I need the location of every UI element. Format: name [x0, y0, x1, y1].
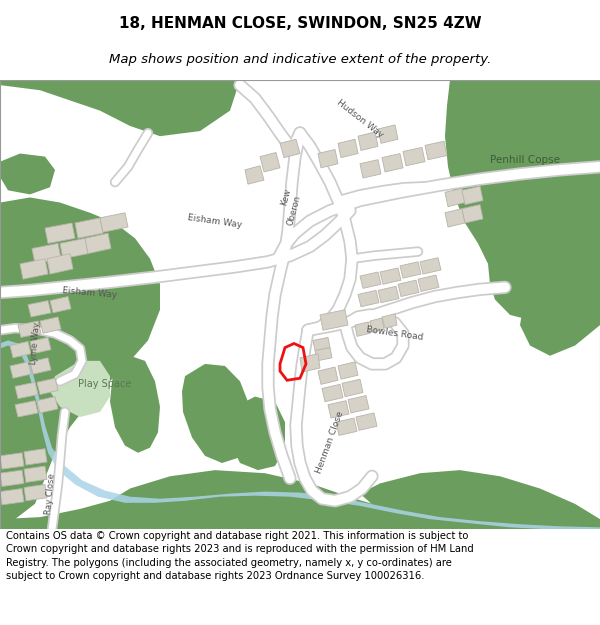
Text: Play Space: Play Space	[79, 379, 131, 389]
Polygon shape	[15, 382, 38, 399]
Polygon shape	[462, 186, 483, 204]
Polygon shape	[20, 259, 48, 279]
Polygon shape	[30, 338, 51, 354]
Polygon shape	[378, 125, 398, 143]
Text: 18, HENMAN CLOSE, SWINDON, SN25 4ZW: 18, HENMAN CLOSE, SWINDON, SN25 4ZW	[119, 16, 481, 31]
Polygon shape	[358, 132, 378, 151]
Polygon shape	[382, 314, 397, 328]
Polygon shape	[37, 397, 58, 413]
Text: Map shows position and indicative extent of the property.: Map shows position and indicative extent…	[109, 54, 491, 66]
Polygon shape	[342, 379, 363, 397]
Polygon shape	[445, 80, 600, 320]
Polygon shape	[0, 341, 600, 529]
Text: Eisham Way: Eisham Way	[187, 213, 243, 229]
Text: Ray Close: Ray Close	[44, 472, 56, 515]
Polygon shape	[300, 354, 320, 372]
Polygon shape	[382, 154, 403, 172]
Polygon shape	[378, 286, 399, 302]
Text: Contains OS data © Crown copyright and database right 2021. This information is : Contains OS data © Crown copyright and d…	[6, 531, 474, 581]
Polygon shape	[418, 275, 439, 291]
Polygon shape	[328, 401, 349, 418]
Polygon shape	[400, 262, 421, 278]
Polygon shape	[445, 188, 465, 207]
Polygon shape	[32, 243, 61, 264]
Polygon shape	[360, 470, 600, 529]
Polygon shape	[520, 238, 600, 356]
Polygon shape	[0, 470, 600, 529]
Polygon shape	[322, 384, 343, 402]
Polygon shape	[0, 489, 24, 505]
Polygon shape	[37, 378, 58, 394]
Polygon shape	[245, 166, 264, 184]
Polygon shape	[318, 149, 338, 168]
Polygon shape	[230, 397, 285, 470]
Polygon shape	[380, 268, 401, 284]
Polygon shape	[0, 198, 160, 524]
Polygon shape	[462, 204, 483, 223]
Polygon shape	[60, 238, 88, 259]
Polygon shape	[360, 159, 381, 178]
Text: Oberon: Oberon	[286, 194, 302, 227]
Text: Penhill Copse: Penhill Copse	[490, 154, 560, 164]
Polygon shape	[338, 139, 358, 158]
Polygon shape	[445, 209, 465, 227]
Polygon shape	[338, 362, 358, 379]
Polygon shape	[28, 301, 51, 317]
Text: Henman Close: Henman Close	[314, 410, 346, 475]
Polygon shape	[370, 318, 384, 332]
Polygon shape	[356, 413, 377, 430]
Text: Bowles Road: Bowles Road	[366, 325, 424, 342]
Polygon shape	[260, 152, 280, 172]
Polygon shape	[110, 356, 160, 452]
Polygon shape	[358, 291, 379, 307]
Polygon shape	[0, 80, 240, 136]
Polygon shape	[425, 141, 447, 159]
Polygon shape	[40, 317, 61, 333]
Polygon shape	[15, 401, 38, 417]
Polygon shape	[18, 321, 41, 338]
Polygon shape	[45, 223, 75, 243]
Text: Eisham Way: Eisham Way	[62, 286, 118, 299]
Polygon shape	[50, 361, 110, 417]
Polygon shape	[182, 364, 250, 463]
Polygon shape	[24, 484, 47, 501]
Polygon shape	[10, 341, 31, 357]
Polygon shape	[24, 449, 47, 465]
Text: Kew: Kew	[280, 188, 293, 207]
Polygon shape	[398, 280, 419, 296]
Polygon shape	[355, 322, 370, 336]
Polygon shape	[75, 218, 103, 238]
Polygon shape	[100, 213, 128, 232]
Polygon shape	[313, 338, 330, 351]
Polygon shape	[10, 362, 31, 378]
Text: Lyme Way: Lyme Way	[29, 322, 41, 365]
Polygon shape	[280, 139, 300, 158]
Polygon shape	[47, 254, 73, 274]
Polygon shape	[30, 357, 51, 374]
Polygon shape	[24, 466, 47, 482]
Polygon shape	[0, 154, 55, 194]
Polygon shape	[0, 452, 24, 469]
Polygon shape	[360, 272, 381, 288]
Polygon shape	[315, 348, 332, 361]
Text: Hudson Way: Hudson Way	[335, 98, 385, 139]
Polygon shape	[403, 148, 425, 166]
Polygon shape	[320, 310, 348, 330]
Polygon shape	[318, 367, 338, 384]
Polygon shape	[0, 470, 24, 486]
Polygon shape	[336, 418, 357, 436]
Polygon shape	[348, 396, 369, 413]
Polygon shape	[85, 233, 111, 254]
Polygon shape	[420, 258, 441, 274]
Polygon shape	[50, 296, 71, 313]
